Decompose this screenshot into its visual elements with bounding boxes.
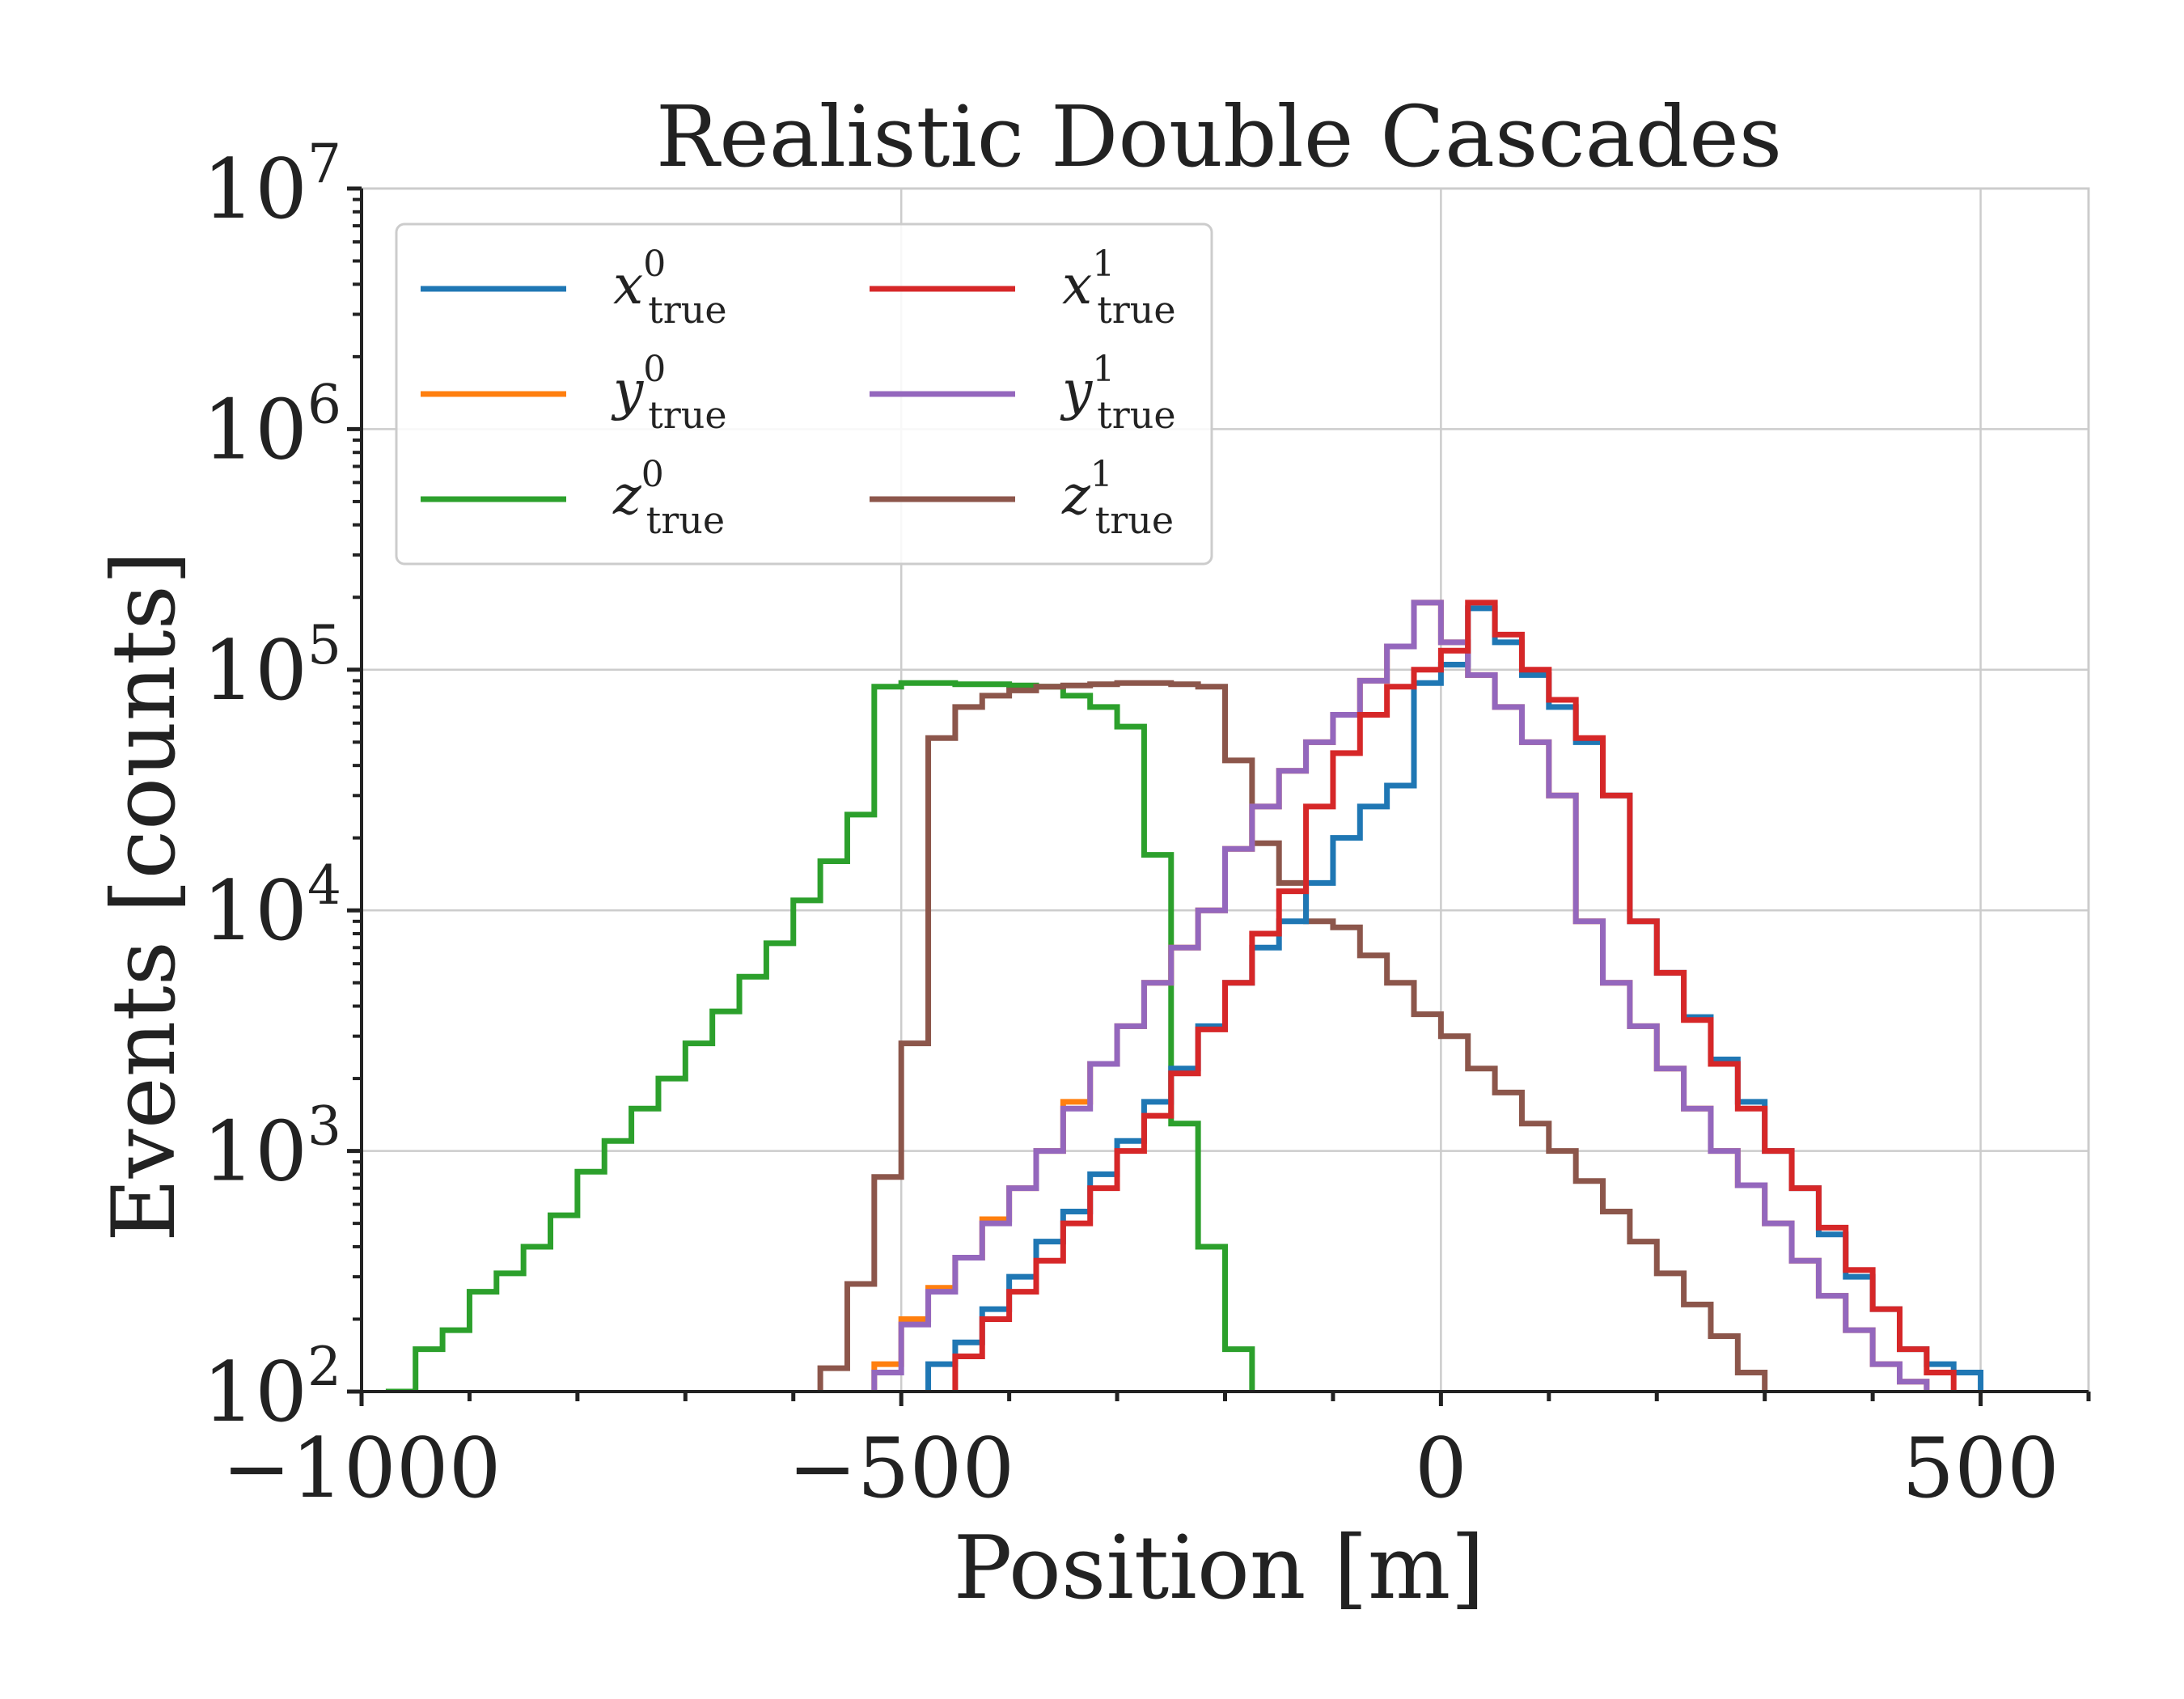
series-line-z0 bbox=[385, 680, 1255, 1392]
series-line-x1 bbox=[952, 600, 1957, 1392]
x-tick-label: −1000 bbox=[222, 1421, 501, 1517]
x-tick-label: 0 bbox=[1415, 1421, 1467, 1517]
series-line-y1 bbox=[871, 600, 1930, 1392]
y-axis-label: Events [counts] bbox=[94, 551, 195, 1242]
legend-label-y1: y1 true bbox=[1060, 349, 1176, 437]
series-layer bbox=[385, 600, 1984, 1392]
x-tick-label: 500 bbox=[1902, 1421, 2059, 1517]
x-tick-label: −500 bbox=[788, 1421, 1014, 1517]
chart-title: Realistic Double Cascades bbox=[656, 87, 1782, 186]
legend-box bbox=[395, 222, 1213, 566]
x-axis-label: Position [m] bbox=[954, 1518, 1485, 1619]
